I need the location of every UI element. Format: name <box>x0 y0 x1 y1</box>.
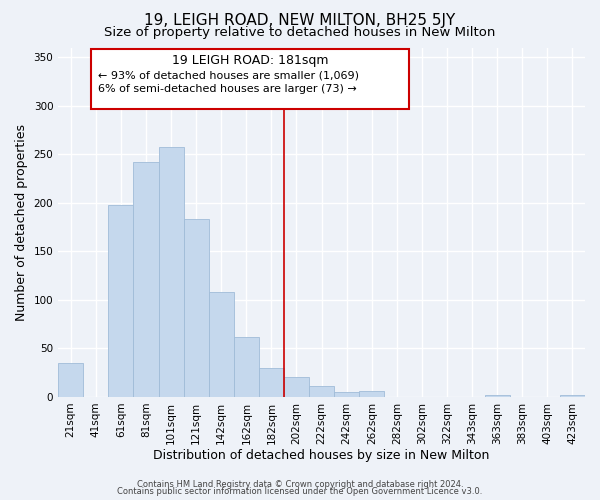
Bar <box>234 337 259 397</box>
Text: Size of property relative to detached houses in New Milton: Size of property relative to detached ho… <box>104 26 496 39</box>
Bar <box>359 391 385 397</box>
Bar <box>334 392 359 397</box>
Bar <box>485 395 510 397</box>
Bar <box>158 148 184 397</box>
Bar <box>284 376 309 397</box>
Bar <box>309 386 334 397</box>
Bar <box>184 220 209 397</box>
FancyBboxPatch shape <box>91 50 409 108</box>
Text: Contains public sector information licensed under the Open Government Licence v3: Contains public sector information licen… <box>118 488 482 496</box>
Bar <box>209 292 234 397</box>
Text: Contains HM Land Registry data © Crown copyright and database right 2024.: Contains HM Land Registry data © Crown c… <box>137 480 463 489</box>
Text: 6% of semi-detached houses are larger (73) →: 6% of semi-detached houses are larger (7… <box>98 84 357 94</box>
Bar <box>58 363 83 397</box>
Bar <box>109 205 133 397</box>
Text: 19 LEIGH ROAD: 181sqm: 19 LEIGH ROAD: 181sqm <box>172 54 328 68</box>
Y-axis label: Number of detached properties: Number of detached properties <box>15 124 28 320</box>
Text: 19, LEIGH ROAD, NEW MILTON, BH25 5JY: 19, LEIGH ROAD, NEW MILTON, BH25 5JY <box>145 12 455 28</box>
Bar <box>133 162 158 397</box>
Text: ← 93% of detached houses are smaller (1,069): ← 93% of detached houses are smaller (1,… <box>98 71 359 81</box>
Bar <box>259 368 284 397</box>
Bar <box>560 395 585 397</box>
X-axis label: Distribution of detached houses by size in New Milton: Distribution of detached houses by size … <box>154 450 490 462</box>
